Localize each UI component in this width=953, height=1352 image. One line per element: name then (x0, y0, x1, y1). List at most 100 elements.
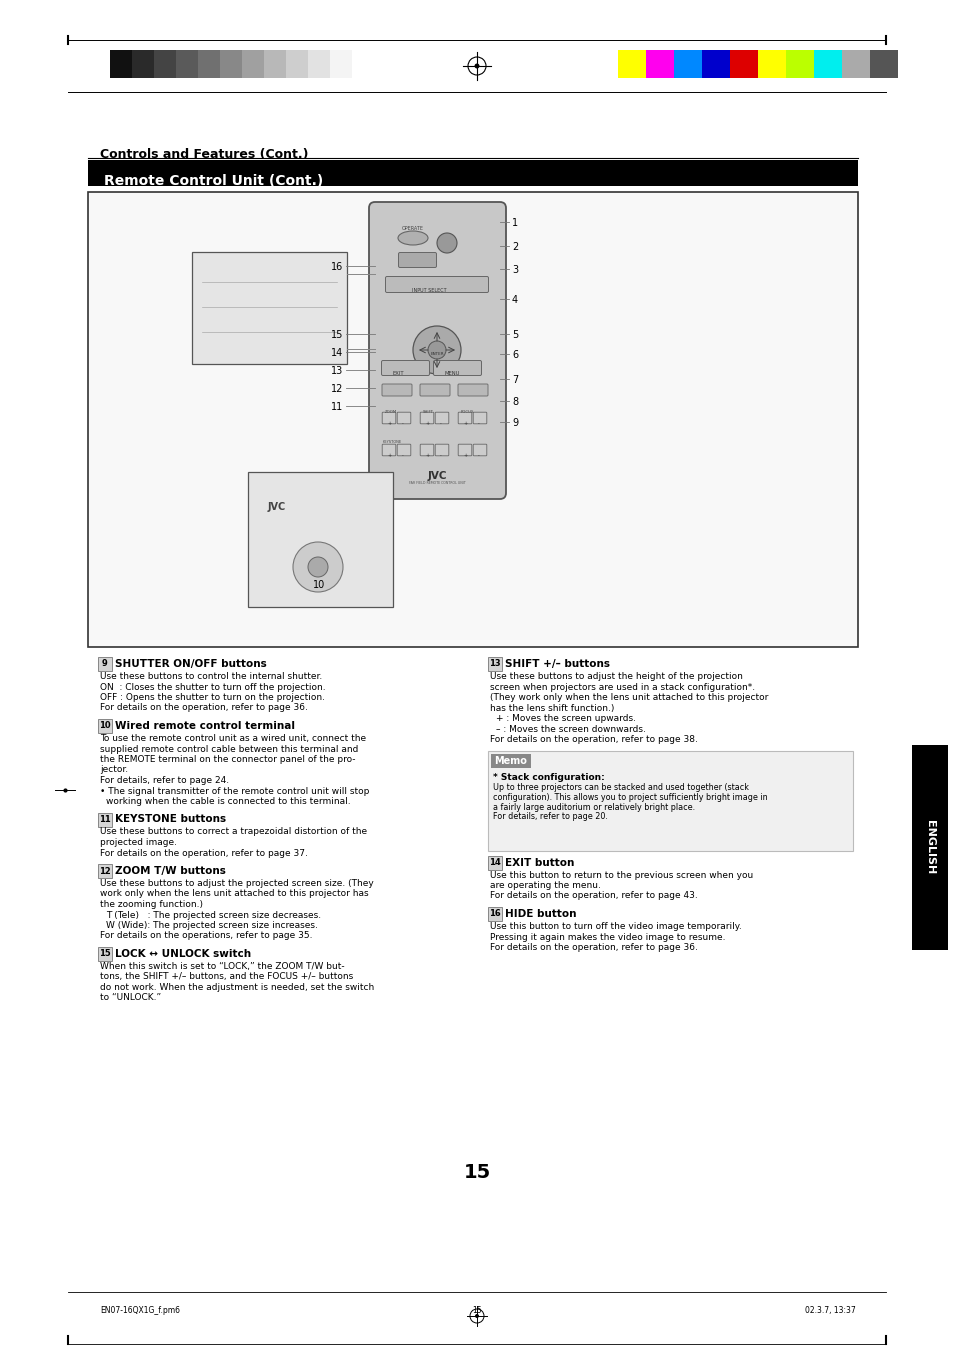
Text: JVC: JVC (268, 502, 286, 512)
FancyBboxPatch shape (419, 384, 450, 396)
Text: ENGLISH: ENGLISH (924, 819, 934, 875)
Text: do not work. When the adjustment is needed, set the switch: do not work. When the adjustment is need… (100, 983, 374, 992)
Text: -: - (439, 453, 441, 458)
FancyBboxPatch shape (435, 445, 448, 456)
Text: +: + (387, 420, 391, 426)
FancyBboxPatch shape (473, 412, 486, 423)
Text: Use these buttons to control the internal shutter.: Use these buttons to control the interna… (100, 672, 322, 681)
Text: SHIFT +/– buttons: SHIFT +/– buttons (504, 658, 609, 669)
Bar (132, 50, 153, 78)
Text: -: - (477, 453, 479, 458)
Circle shape (293, 542, 343, 592)
FancyBboxPatch shape (433, 361, 481, 376)
FancyBboxPatch shape (398, 253, 436, 268)
Text: 12: 12 (331, 384, 343, 393)
Bar (701, 50, 729, 78)
Bar (488, 856, 501, 869)
Text: OPERATE: OPERATE (401, 226, 423, 231)
Bar (785, 50, 813, 78)
Text: Use these buttons to correct a trapezoidal distortion of the: Use these buttons to correct a trapezoid… (100, 827, 367, 837)
Text: EXIT: EXIT (393, 370, 404, 376)
Text: -: - (401, 453, 403, 458)
Ellipse shape (397, 231, 428, 245)
FancyBboxPatch shape (435, 412, 448, 423)
Text: 8: 8 (512, 397, 517, 407)
Text: 3: 3 (512, 265, 517, 274)
Text: EXIT button: EXIT button (504, 857, 574, 868)
Bar (330, 50, 352, 78)
Text: 11: 11 (99, 815, 111, 823)
Text: +: + (424, 420, 429, 426)
Text: to “UNLOCK.”: to “UNLOCK.” (100, 994, 161, 1002)
FancyBboxPatch shape (382, 445, 395, 456)
Text: +: + (462, 420, 467, 426)
Bar (220, 50, 242, 78)
Text: Use these buttons to adjust the height of the projection: Use these buttons to adjust the height o… (490, 672, 742, 681)
FancyBboxPatch shape (396, 445, 411, 456)
Bar (198, 50, 220, 78)
Text: For details on the operation, refer to page 36.: For details on the operation, refer to p… (100, 703, 308, 713)
Text: For details on the operations, refer to page 35.: For details on the operations, refer to … (100, 932, 313, 941)
Bar (308, 50, 330, 78)
Bar (869, 50, 897, 78)
Bar (813, 50, 841, 78)
Text: 12: 12 (99, 867, 111, 876)
Bar (248, 472, 393, 607)
Bar (488, 750, 852, 850)
Bar (841, 50, 869, 78)
Text: Wired remote control terminal: Wired remote control terminal (115, 721, 294, 731)
Bar (98, 719, 112, 733)
Text: For details, refer to page 20.: For details, refer to page 20. (493, 813, 607, 821)
FancyBboxPatch shape (457, 445, 472, 456)
Text: For details on the operation, refer to page 38.: For details on the operation, refer to p… (490, 735, 698, 744)
Bar (175, 50, 198, 78)
Text: a fairly large auditorium or relatively bright place.: a fairly large auditorium or relatively … (493, 803, 695, 811)
Circle shape (475, 1314, 478, 1318)
Text: 15: 15 (331, 330, 343, 339)
Text: KEYSTONE: KEYSTONE (382, 439, 402, 443)
Bar (242, 50, 264, 78)
Text: Use this button to turn off the video image temporarily.: Use this button to turn off the video im… (490, 922, 741, 932)
Text: 10: 10 (99, 722, 111, 730)
Text: KEYSTONE buttons: KEYSTONE buttons (115, 814, 226, 825)
Text: LOCK ↔ UNLOCK switch: LOCK ↔ UNLOCK switch (115, 949, 251, 959)
Text: ZOOM: ZOOM (385, 410, 396, 414)
Circle shape (428, 341, 446, 360)
Bar (758, 50, 785, 78)
Text: Controls and Features (Cont.): Controls and Features (Cont.) (100, 147, 308, 161)
Text: – : Moves the screen downwards.: – : Moves the screen downwards. (496, 725, 645, 734)
Text: 10: 10 (313, 580, 325, 589)
Bar (88, 192, 857, 648)
Text: 11: 11 (331, 402, 343, 412)
Text: 14: 14 (331, 347, 343, 358)
Bar (491, 753, 531, 768)
Text: -: - (439, 420, 441, 426)
Bar (192, 251, 347, 364)
Bar (153, 50, 175, 78)
Text: EN07-16QX1G_f.pm6: EN07-16QX1G_f.pm6 (100, 1306, 180, 1315)
Text: the REMOTE terminal on the connector panel of the pro-: the REMOTE terminal on the connector pan… (100, 754, 355, 764)
Text: For details, refer to page 24.: For details, refer to page 24. (100, 776, 229, 786)
Text: T (Tele)   : The projected screen size decreases.: T (Tele) : The projected screen size dec… (106, 910, 321, 919)
Text: supplied remote control cable between this terminal and: supplied remote control cable between th… (100, 745, 358, 753)
Text: SHIFT: SHIFT (422, 410, 434, 414)
Circle shape (413, 326, 460, 375)
Text: To use the remote control unit as a wired unit, connect the: To use the remote control unit as a wire… (100, 734, 366, 744)
FancyBboxPatch shape (457, 412, 472, 423)
Text: 6: 6 (512, 350, 517, 360)
Text: tons, the SHIFT +/– buttons, and the FOCUS +/– buttons: tons, the SHIFT +/– buttons, and the FOC… (100, 972, 353, 982)
FancyBboxPatch shape (473, 445, 486, 456)
Text: For details on the operation, refer to page 36.: For details on the operation, refer to p… (490, 942, 698, 952)
Text: ON  : Closes the shutter to turn off the projection.: ON : Closes the shutter to turn off the … (100, 683, 325, 691)
Text: -: - (477, 420, 479, 426)
Bar (673, 50, 701, 78)
Text: working when the cable is connected to this terminal.: working when the cable is connected to t… (106, 796, 351, 806)
Text: 5: 5 (512, 330, 517, 339)
Text: 15: 15 (463, 1163, 490, 1182)
Bar (88, 160, 857, 187)
Text: -: - (401, 420, 403, 426)
Text: configuration). This allows you to project sufficiently bright image in: configuration). This allows you to proje… (493, 794, 767, 802)
Text: +: + (462, 453, 467, 458)
Bar (286, 50, 308, 78)
Text: When this switch is set to “LOCK,” the ZOOM T/W but-: When this switch is set to “LOCK,” the Z… (100, 963, 344, 971)
